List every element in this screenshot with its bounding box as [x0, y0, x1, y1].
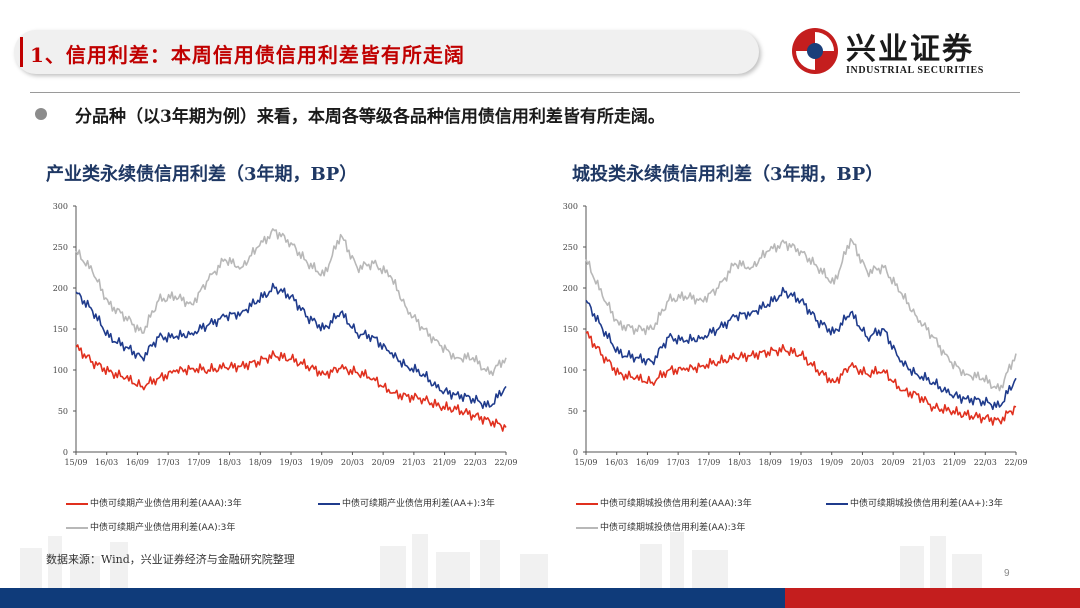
legend-swatch	[576, 502, 598, 505]
x-tick-label: 17/09	[187, 458, 210, 467]
legend-item: 中债可续期城投债信用利差(AA):3年	[576, 520, 745, 533]
bullet-icon	[35, 108, 47, 120]
legend-label: 中债可续期城投债信用利差(AA):3年	[600, 523, 746, 533]
legend-swatch	[66, 526, 88, 529]
x-tick-label: 20/03	[341, 458, 364, 467]
legend-label: 中债可续期产业债信用利差(AA):3年	[90, 523, 236, 533]
title-accent-bar	[20, 37, 23, 67]
x-tick-label: 16/09	[126, 458, 149, 467]
legend-label: 中债可续期产业债信用利差(AAA):3年	[90, 499, 242, 509]
x-tick-label: 22/03	[464, 458, 487, 467]
legend-item: 中债可续期城投债信用利差(AA+):3年	[826, 496, 1003, 509]
legend-label: 中债可续期城投债信用利差(AA+):3年	[850, 499, 1003, 509]
slide-title: 1、信用利差：本周信用债信用利差皆有所走阔	[30, 43, 465, 67]
x-tick-label: 16/03	[605, 458, 628, 467]
x-tick-label: 16/03	[95, 458, 118, 467]
chart-industrial: 0 50 100 150 200 250 300 15/09 16/03 16/09 17/03 17…	[53, 202, 518, 467]
legend-label: 中债可续期城投债信用利差(AAA):3年	[600, 499, 752, 509]
series-line	[75, 282, 507, 410]
y-tick-label: 50	[568, 407, 578, 416]
legend-swatch	[576, 526, 598, 529]
legend-item: 中债可续期产业债信用利差(AA):3年	[66, 520, 235, 533]
header-divider	[30, 92, 1020, 93]
x-tick-label: 17/03	[157, 458, 180, 467]
legend-swatch	[66, 502, 88, 505]
bullet-text: 分品种（以3年期为例）来看，本周各等级各品种信用债信用利差皆有所走阔。	[75, 107, 665, 127]
x-tick-label: 19/09	[820, 458, 843, 467]
x-tick-label: 17/09	[697, 458, 720, 467]
series-line	[75, 344, 507, 432]
x-tick-label: 15/09	[574, 458, 597, 467]
x-tick-label: 21/09	[433, 458, 456, 467]
city-skyline-decoration	[20, 532, 982, 588]
chart-title-industrial: 产业类永续债信用利差（3年期，BP）	[46, 164, 358, 185]
legend-item: 中债可续期产业债信用利差(AAA):3年	[66, 496, 242, 509]
y-tick-label: 200	[53, 284, 68, 293]
legend-item: 中债可续期城投债信用利差(AAA):3年	[576, 496, 752, 509]
y-tick-label: 100	[563, 366, 578, 375]
footer-bar-blue	[0, 588, 785, 608]
y-tick-label: 100	[53, 366, 68, 375]
y-tick-label: 300	[53, 202, 68, 211]
x-tick-label: 15/09	[64, 458, 87, 467]
y-tick-label: 200	[563, 284, 578, 293]
y-tick-label: 0	[63, 448, 68, 457]
x-tick-label: 20/09	[372, 458, 395, 467]
y-tick-label: 300	[563, 202, 578, 211]
series-line	[585, 238, 1017, 392]
page-number: 9	[1004, 568, 1010, 579]
x-tick-label: 20/09	[882, 458, 905, 467]
chart-title-chengtou: 城投类永续债信用利差（3年期，BP）	[572, 164, 884, 185]
x-tick-label: 21/09	[943, 458, 966, 467]
y-tick-label: 250	[53, 243, 68, 252]
x-tick-label: 17/03	[667, 458, 690, 467]
x-tick-label: 18/09	[759, 458, 782, 467]
y-tick-label: 0	[573, 448, 578, 457]
x-tick-label: 22/09	[1004, 458, 1027, 467]
x-tick-label: 18/03	[218, 458, 241, 467]
x-tick-label: 16/09	[636, 458, 659, 467]
series-line	[585, 286, 1017, 411]
data-source-note: 数据来源：Wind，兴业证券经济与金融研究院整理	[46, 553, 295, 566]
y-tick-label: 150	[53, 325, 68, 334]
x-tick-label: 21/03	[912, 458, 935, 467]
x-tick-label: 22/09	[494, 458, 517, 467]
brand-name-cn: 兴业证券	[846, 32, 974, 67]
x-tick-label: 19/03	[789, 458, 812, 467]
x-tick-label: 18/09	[249, 458, 272, 467]
footer-bar-red	[785, 588, 1080, 608]
series-line	[75, 228, 507, 377]
x-tick-label: 18/03	[728, 458, 751, 467]
legend-swatch	[826, 502, 848, 505]
legend-item: 中债可续期产业债信用利差(AA+):3年	[318, 496, 495, 509]
legend-swatch	[318, 502, 340, 505]
brand-logo-icon	[792, 28, 838, 74]
series-line	[585, 331, 1017, 426]
chart-chengtou: 0 50 100 150 200 250 300 15/09 16/03 16/09 17/03 17…	[563, 202, 1028, 467]
x-tick-label: 19/03	[279, 458, 302, 467]
y-tick-label: 150	[563, 325, 578, 334]
x-tick-label: 19/09	[310, 458, 333, 467]
y-tick-label: 250	[563, 243, 578, 252]
y-tick-label: 50	[58, 407, 68, 416]
legend-label: 中债可续期产业债信用利差(AA+):3年	[342, 499, 495, 509]
x-tick-label: 20/03	[851, 458, 874, 467]
title-banner	[14, 30, 759, 74]
brand-name-en: INDUSTRIAL SECURITIES	[846, 65, 984, 76]
x-tick-label: 22/03	[974, 458, 997, 467]
x-tick-label: 21/03	[402, 458, 425, 467]
